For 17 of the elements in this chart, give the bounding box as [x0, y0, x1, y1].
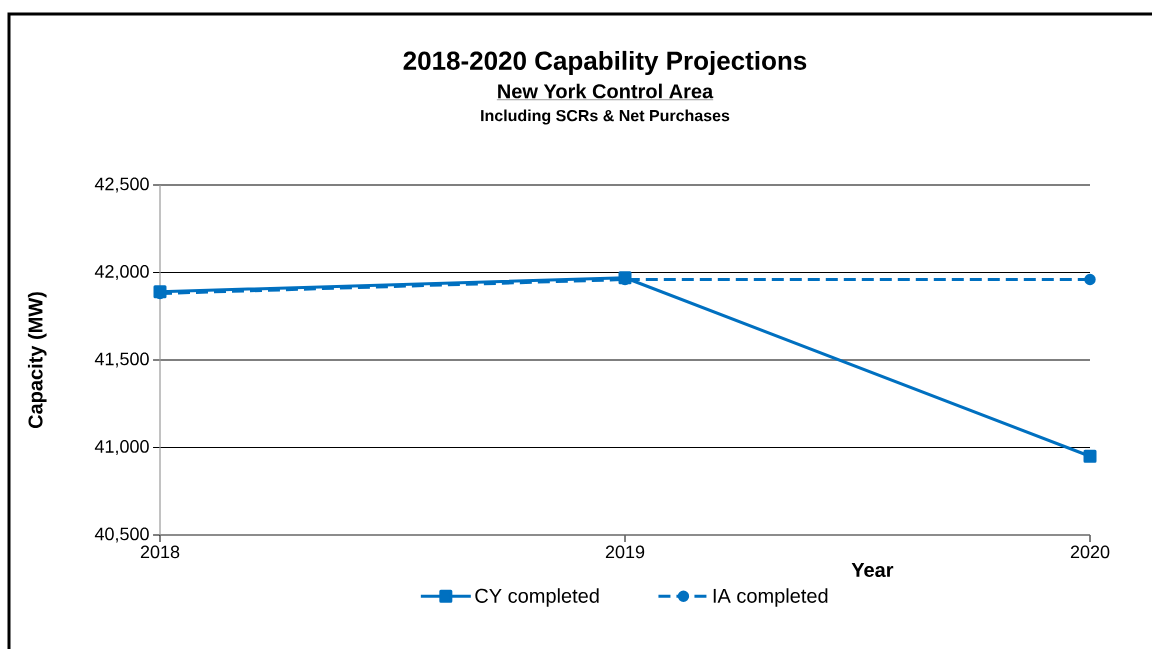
y-tick-label: 41,500 — [94, 352, 149, 368]
x-tick-label: 2019 — [605, 545, 645, 559]
text: Including SCRs & Net Purchases — [481, 109, 730, 125]
y-axis-title: Capacity (MW) — [27, 292, 47, 429]
y-tick-label: 40,500 — [94, 527, 149, 543]
y-tick-label: 42,500 — [94, 177, 149, 193]
x-axis-title: Year — [851, 563, 894, 577]
x-tick-label: 2020 — [1070, 545, 1110, 559]
point — [1083, 449, 1097, 463]
legend-label: CY completed — [475, 588, 599, 607]
legend-label: IA completed — [713, 588, 828, 607]
y-tick-label: 41,000 — [94, 440, 149, 455]
point — [1084, 273, 1096, 286]
chart-subtitle: New York Control Area — [498, 83, 714, 99]
y-tick-label: 42,000 — [94, 265, 149, 280]
x-tick-label: 2018 — [140, 545, 180, 559]
chart-title: 2018-2020 Capability Projections — [403, 50, 807, 76]
